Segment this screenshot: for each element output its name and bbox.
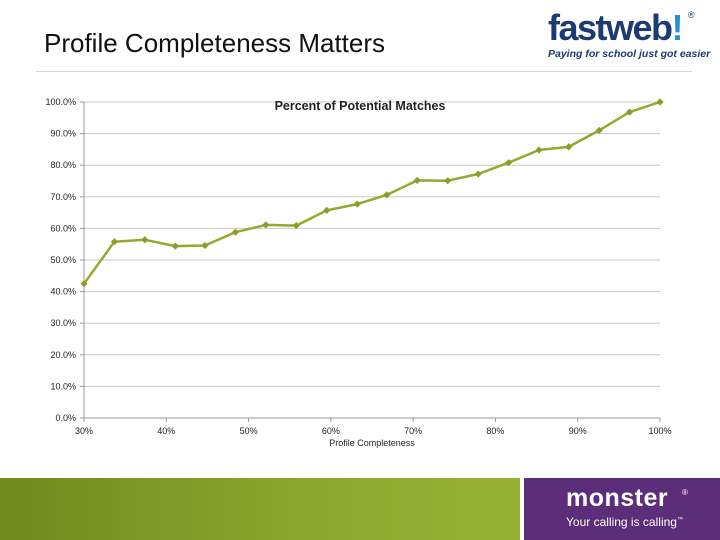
x-tick-label: 50%	[240, 426, 258, 436]
series-line	[82, 100, 661, 285]
x-tick-label: 90%	[569, 426, 587, 436]
data-point	[323, 206, 331, 214]
y-tick-label: 80.0%	[50, 160, 76, 170]
data-point	[383, 191, 391, 199]
monster-wordmark: monster	[566, 484, 669, 512]
data-point	[231, 228, 240, 236]
data-point	[262, 221, 270, 229]
data-point	[656, 98, 664, 106]
y-tick-label: 10.0%	[50, 381, 76, 391]
chart-title: Percent of Potential Matches	[275, 99, 446, 113]
y-tick-label: 70.0%	[50, 192, 76, 202]
data-point	[504, 159, 513, 167]
data-point	[474, 170, 482, 178]
y-tick-label: 50.0%	[50, 255, 76, 265]
data-point	[595, 126, 603, 135]
data-point	[292, 221, 300, 230]
x-tick-label: 100%	[648, 426, 671, 436]
data-point	[444, 177, 452, 185]
fastweb-registered-mark: ®	[688, 10, 695, 20]
slide-title: Profile Completeness Matters	[44, 28, 386, 58]
monster-tagline: Your calling is calling™	[566, 515, 683, 529]
y-tick-label: 0.0%	[55, 413, 76, 423]
y-tick-labels: 0.0% 10.0% 20.0% 30.0% 40.0% 50.0% 60.0% 70.0% 8…	[45, 97, 76, 423]
x-tick-label: 30%	[75, 426, 93, 436]
x-tick-labels: 30% 40% 50% 60% 70% 80% 90% 100%	[75, 426, 672, 436]
y-tick-label: 100.0%	[45, 97, 76, 107]
data-point	[565, 143, 573, 151]
data-point	[353, 200, 361, 208]
y-tick-label: 40.0%	[50, 287, 76, 297]
data-point	[141, 236, 149, 244]
monster-logo: monster ® Your calling is calling™	[524, 478, 720, 540]
x-tick-label: 80%	[486, 426, 504, 436]
data-point	[413, 176, 421, 184]
axes	[80, 101, 661, 422]
data-point	[535, 146, 543, 154]
y-tick-label: 60.0%	[50, 223, 76, 233]
series	[80, 98, 664, 288]
data-point	[80, 280, 88, 288]
monster-registered-mark: ®	[682, 488, 688, 497]
y-tick-label: 30.0%	[50, 318, 76, 328]
monster-tagline-text: Your calling is calling	[566, 515, 677, 529]
fastweb-exclamation-icon: !	[671, 7, 684, 48]
fastweb-logo: fastweb! ® Paying for school just got ea…	[548, 8, 711, 68]
fastweb-word-fast: fast	[548, 7, 608, 48]
x-tick-label: 70%	[404, 426, 422, 436]
x-tick-label: 40%	[157, 426, 175, 436]
x-tick-label: 60%	[322, 426, 340, 436]
fastweb-wordmark: fastweb!	[548, 8, 708, 48]
data-point	[171, 242, 179, 250]
footer-green-band	[0, 478, 520, 540]
line-chart: 0.0% 10.0% 20.0% 30.0% 40.0% 50.0% 60.0% 70.0% 8…	[45, 97, 672, 448]
fastweb-tagline: Paying for school just got easier	[548, 48, 711, 60]
fastweb-word-web: web	[606, 7, 673, 48]
title-divider	[36, 71, 692, 72]
x-axis-label: Profile Completeness	[329, 438, 415, 448]
y-tick-label: 20.0%	[50, 350, 76, 360]
gridlines	[84, 101, 660, 387]
data-point	[110, 238, 119, 246]
data-point	[201, 241, 209, 250]
monster-trademark: ™	[676, 517, 683, 523]
y-tick-label: 90.0%	[50, 129, 76, 139]
data-point	[625, 108, 634, 116]
